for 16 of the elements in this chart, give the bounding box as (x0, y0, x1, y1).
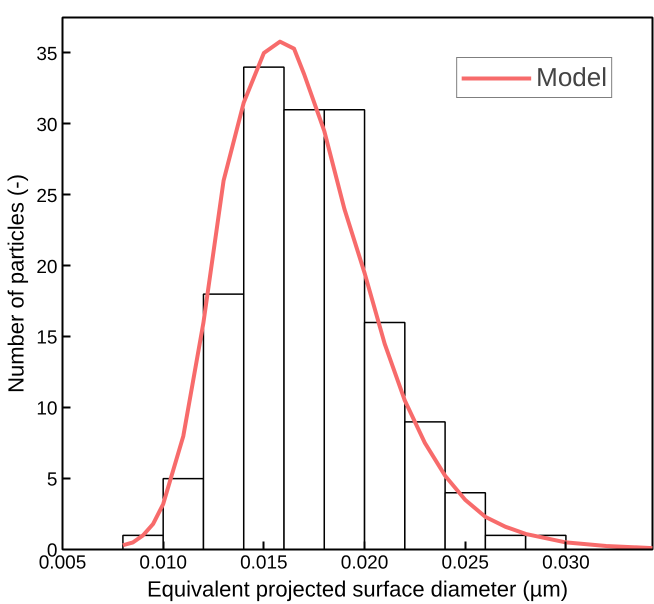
y-tick-label: 5 (46, 470, 58, 491)
x-tick-label: 0.025 (441, 552, 490, 574)
y-tick-label: 20 (36, 256, 58, 278)
y-axis-title: Number of particles (-) (3, 174, 28, 393)
y-tick-label: 35 (36, 44, 58, 65)
line-series (120, 40, 652, 550)
legend-label: Model (536, 62, 607, 93)
y-tick-label: 10 (36, 398, 58, 420)
x-tick-label: 0.030 (542, 552, 590, 574)
y-tick-label: 30 (36, 114, 58, 136)
y-tick-label: 15 (36, 328, 58, 349)
x-tick-label: 0.015 (240, 552, 288, 574)
x-tick-label: 0.020 (340, 552, 388, 574)
y-tick-label: 25 (36, 186, 58, 207)
x-axis-title: Equivalent projected surface diameter (µm) (146, 576, 568, 602)
x-tick-label: 0.010 (139, 552, 187, 574)
